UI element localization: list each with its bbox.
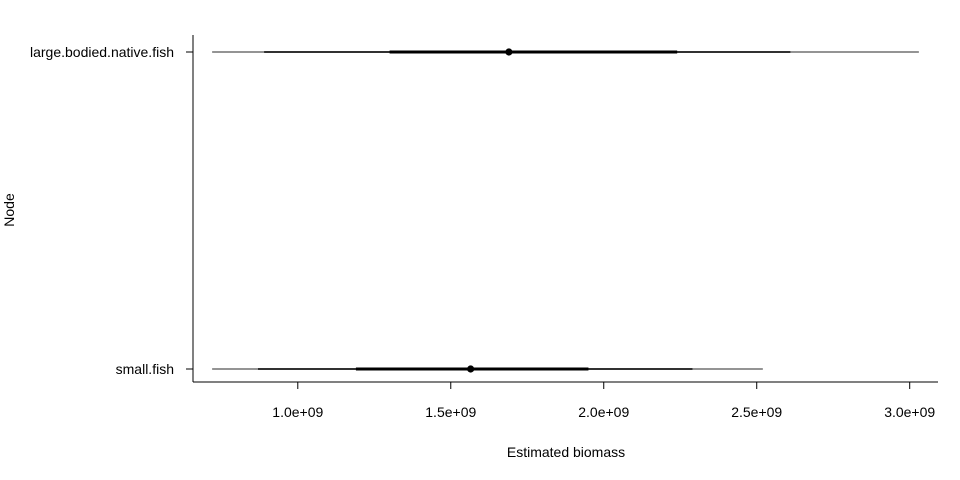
- median-point: [505, 48, 513, 56]
- x-tick-label: 1.5e+09: [425, 404, 476, 420]
- intervals: [212, 48, 919, 373]
- plot-area: large.bodied.native.fish small.fish 1.0e+…: [30, 35, 938, 420]
- x-ticks: 1.0e+09 1.5e+09 2.0e+09 2.5e+09 3.0e+09: [272, 382, 935, 420]
- y-axis-title: Node: [1, 193, 17, 227]
- y-ticks: large.bodied.native.fish small.fish: [30, 44, 193, 377]
- x-tick-label: 2.5e+09: [731, 404, 782, 420]
- y-tick-label: small.fish: [116, 361, 174, 377]
- x-tick-label: 2.0e+09: [578, 404, 629, 420]
- x-axis-title: Estimated biomass: [507, 444, 625, 460]
- interval-group: [212, 365, 763, 373]
- y-tick-label: large.bodied.native.fish: [30, 44, 174, 60]
- interval-group: [212, 48, 919, 56]
- x-tick-label: 1.0e+09: [272, 404, 323, 420]
- x-tick-label: 3.0e+09: [884, 404, 935, 420]
- median-point: [467, 365, 475, 373]
